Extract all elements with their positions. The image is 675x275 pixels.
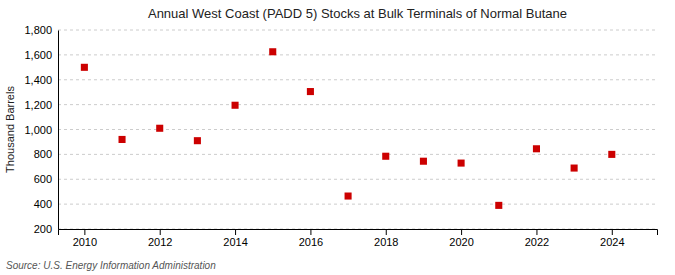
grid-line: [58, 204, 657, 205]
grid-line: [58, 179, 657, 180]
annotation: Source: U.S. Energy Information Administ…: [6, 260, 216, 271]
x-tick: 2014: [223, 229, 247, 248]
point: [232, 102, 239, 109]
point: [495, 202, 502, 209]
x-tick-label: 2024: [600, 236, 624, 248]
point: [382, 153, 389, 160]
x-tick-label: 2010: [73, 236, 97, 248]
point: [345, 193, 352, 200]
x-tick-mark: [612, 229, 613, 235]
grid: [58, 30, 657, 229]
x-tick-mark: [461, 229, 462, 235]
y-axis: 200 400 600 800 1,000 1,200 1,400 1,600 1,800: [24, 24, 58, 235]
x-tick-mark: [84, 229, 85, 235]
x-tick-label: 2012: [148, 236, 172, 248]
x-tick-mark: [160, 229, 161, 235]
x-tick: 2020: [449, 229, 473, 248]
y-tick: 1,400: [24, 74, 58, 86]
x-tick: 2010: [73, 229, 97, 248]
point: [307, 88, 314, 95]
point: [156, 125, 163, 132]
x-tick: 2016: [299, 229, 323, 248]
x-tick-mark: [310, 229, 311, 235]
grid-line: [58, 154, 657, 155]
point: [119, 136, 126, 143]
y-tick: 600: [34, 173, 58, 185]
y-tick-label: 800: [34, 148, 52, 160]
y-axis-line: [58, 31, 59, 230]
y-label: Thousand Barrels: [4, 86, 16, 173]
grid-line: [58, 54, 657, 55]
chart: 2010 2012 2014 2016 2018 2020 2022 2024 200 400 60…: [0, 0, 675, 275]
x-tick: 2018: [374, 229, 398, 248]
grid-line: [58, 79, 657, 80]
y-tick: 1,200: [24, 99, 58, 111]
x-tick-mark: [386, 229, 387, 235]
y-tick-label: 400: [34, 198, 52, 210]
point: [194, 137, 201, 144]
x-tick-label: 2018: [374, 236, 398, 248]
y-tick-label: 200: [34, 223, 52, 235]
plot: 2010 2012 2014 2016 2018 2020 2022 2024 200 400 60…: [24, 24, 657, 248]
y-tick: 400: [34, 198, 58, 210]
y-tick-label: 1,600: [24, 49, 52, 61]
point: [533, 145, 540, 152]
grid-line: [58, 104, 657, 105]
y-tick-label: 1,000: [24, 124, 52, 136]
x-axis-line: [59, 230, 658, 236]
y-tick-label: 600: [34, 173, 52, 185]
grid-line: [58, 129, 657, 130]
y-tick: 800: [34, 148, 58, 160]
point: [608, 151, 615, 158]
y-tick: 1,800: [24, 24, 58, 36]
point: [458, 160, 465, 167]
grid-line: [58, 30, 657, 31]
y-tick-label: 1,800: [24, 24, 52, 36]
point: [81, 64, 88, 71]
y-tick-label: 1,400: [24, 74, 52, 86]
y-tick: 1,000: [24, 124, 58, 136]
title: Annual West Coast (PADD 5) Stocks at Bul…: [148, 6, 567, 21]
point: [269, 48, 276, 55]
x-tick: 2024: [600, 229, 624, 248]
x-tick-mark: [235, 229, 236, 235]
x-tick: 2022: [525, 229, 549, 248]
x-tick-label: 2020: [449, 236, 473, 248]
y-tick: 1,600: [24, 49, 58, 61]
x-tick: 2012: [148, 229, 172, 248]
points: [81, 48, 615, 209]
x-tick-mark: [536, 229, 537, 235]
x-tick-label: 2014: [223, 236, 247, 248]
point: [571, 165, 578, 172]
x-tick-label: 2016: [299, 236, 323, 248]
x-tick-label: 2022: [525, 236, 549, 248]
x-axis: 2010 2012 2014 2016 2018 2020 2022 2024: [59, 229, 658, 248]
y-tick: 200: [34, 223, 58, 235]
point: [420, 158, 427, 165]
y-tick-label: 1,200: [24, 99, 52, 111]
